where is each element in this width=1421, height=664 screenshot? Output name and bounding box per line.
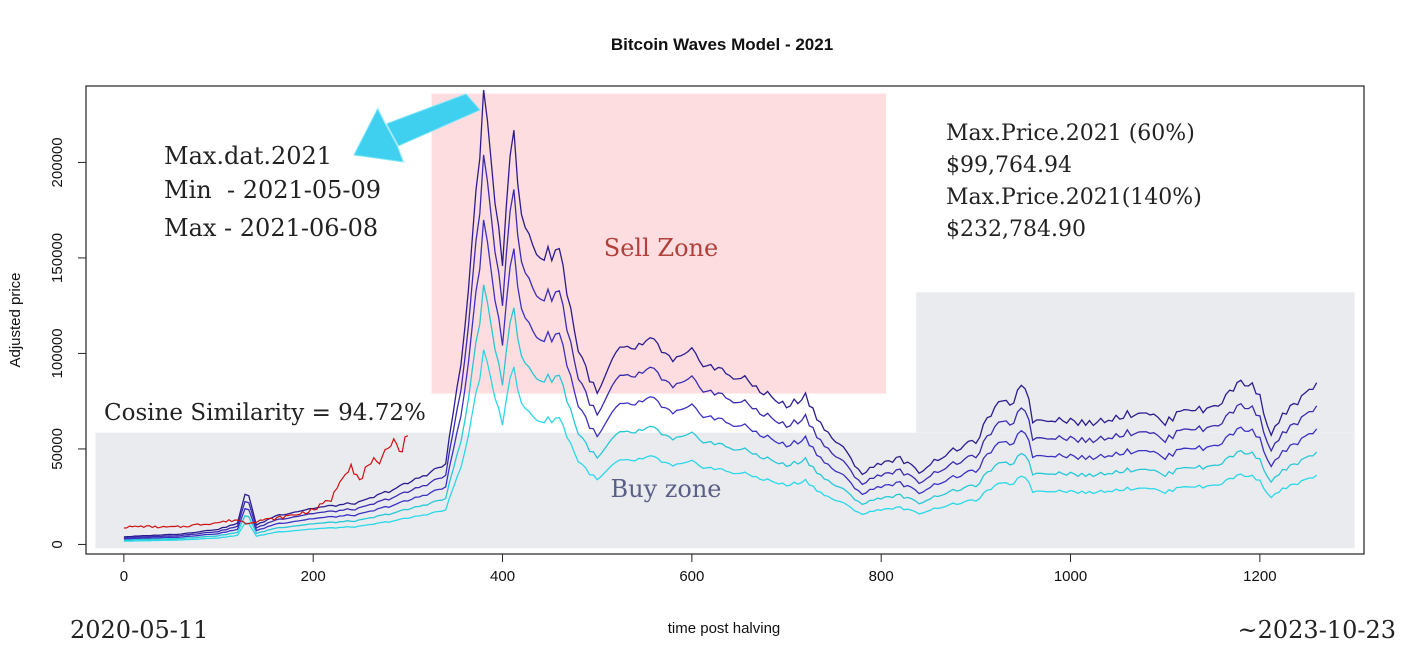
arrow-icon [353,93,481,163]
actual-price-line [123,435,409,529]
y-tick-label-0: 0 [49,540,66,548]
price-140-value: $232,784.90 [946,217,1086,242]
price-60-value: $99,764.94 [946,153,1072,178]
price-140-label: Max.Price.2021(140%) [946,185,1202,210]
y-tick-label-2: 100000 [49,328,66,378]
max-dat-title: Max.dat.2021 [164,142,332,170]
x-tick-label-6: 1200 [1243,568,1276,585]
y-tick-label-4: 200000 [49,137,66,187]
sell-zone-label: Sell Zone [604,234,718,262]
y-axis: 0 50000 100000 150000 200000 [49,137,86,549]
max-dat-min: Min - 2021-05-09 [164,176,381,204]
end-date: ~2023-10-23 [1238,616,1396,644]
y-axis-label: Adjusted price [7,272,24,367]
max-dat-max: Max - 2021-06-08 [164,214,378,242]
series-line-1 [123,154,1318,539]
x-tick-label-5: 1000 [1054,568,1087,585]
x-tick-label-2: 400 [490,568,515,585]
cosine-similarity: Cosine Similarity = 94.72% [104,400,426,426]
x-axis: 0 200 400 600 800 1000 1200 [120,554,1277,585]
zone-1 [95,432,1355,549]
series-line-4 [123,349,1318,542]
series-line-0 [123,89,1318,538]
x-tick-label-3: 600 [679,568,704,585]
chart-title: Bitcoin Waves Model - 2021 [611,35,833,54]
x-tick-label-1: 200 [301,568,326,585]
zone-2 [916,292,1355,433]
series-line-3 [123,284,1318,541]
x-tick-label-4: 800 [869,568,894,585]
y-tick-label-3: 150000 [49,233,66,283]
start-date: 2020-05-11 [70,616,208,644]
series-line-2 [123,219,1318,540]
plot-frame [85,85,1365,555]
y-tick-label-1: 50000 [49,428,66,470]
price-60-label: Max.Price.2021 (60%) [946,121,1195,146]
x-axis-label: time post halving [668,620,781,637]
buy-zone-label: Buy zone [610,475,721,503]
x-tick-label-0: 0 [120,568,128,585]
series-layer [123,89,1318,542]
